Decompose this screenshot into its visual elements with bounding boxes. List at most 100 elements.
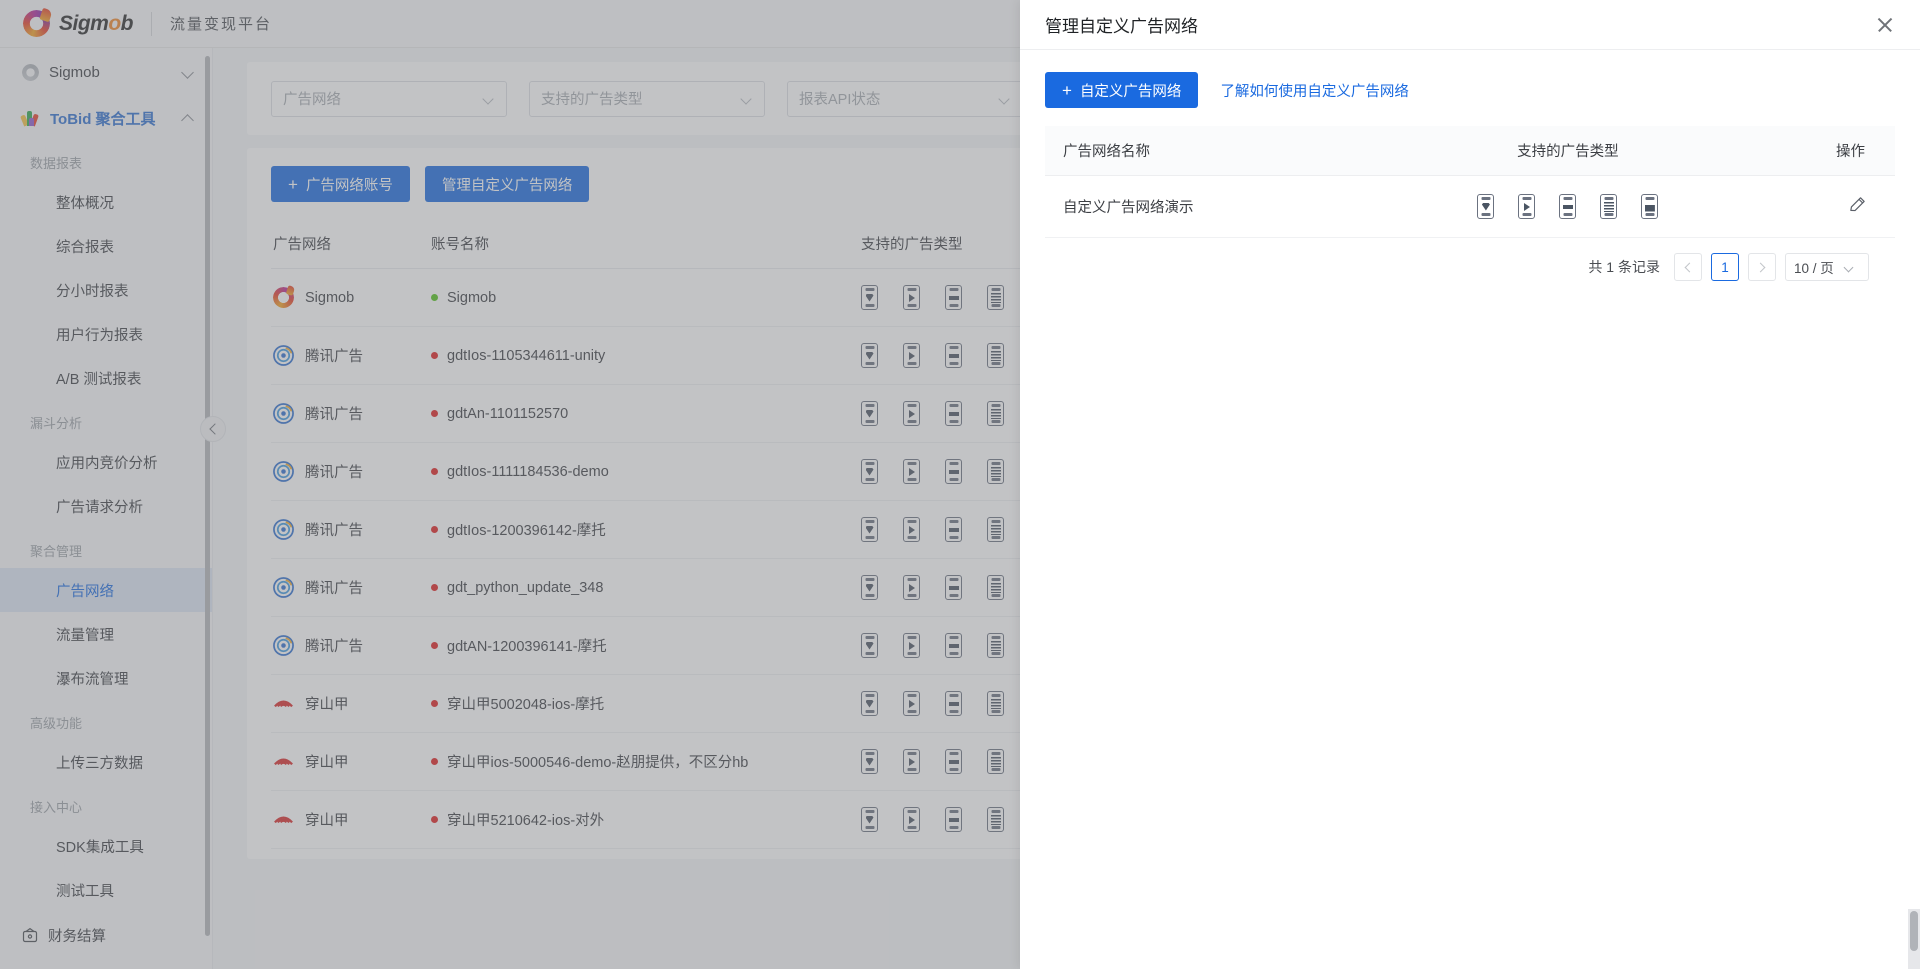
sidebar-item-test-tool[interactable]: 测试工具 bbox=[56, 883, 114, 900]
status-dot bbox=[431, 700, 438, 707]
cell-network: 腾讯广告 bbox=[271, 616, 431, 675]
account-name: gdtAN-1200396141-摩托 bbox=[447, 639, 607, 655]
cell-account: gdtIos-1105344611-unity bbox=[431, 326, 861, 385]
pagination-next-button[interactable] bbox=[1748, 253, 1776, 281]
ad-type-native-icon bbox=[987, 459, 1004, 484]
platform-subtitle: 流量变现平台 bbox=[170, 16, 273, 33]
sidebar-item-ad-request-analysis[interactable]: 广告请求分析 bbox=[56, 499, 143, 516]
sidebar-account-label: Sigmob bbox=[49, 63, 100, 81]
ad-type-banner-icon bbox=[945, 633, 962, 658]
pagination-page-size-select[interactable]: 10 / 页 bbox=[1785, 253, 1869, 281]
cell-network: 腾讯广告 bbox=[271, 500, 431, 559]
column-header-network: 广告网络 bbox=[271, 219, 431, 269]
pagination-page-1[interactable]: 1 bbox=[1711, 253, 1739, 281]
account-name: gdtIos-1200396142-摩托 bbox=[447, 523, 606, 539]
ad-type-full-icon bbox=[861, 749, 878, 774]
network-name: 腾讯广告 bbox=[305, 639, 363, 655]
ad-type-video-icon bbox=[903, 691, 920, 716]
sidebar-item-finance-settlement[interactable]: 财务结算 bbox=[0, 912, 212, 958]
sidebar-account-switcher[interactable]: Sigmob bbox=[0, 48, 212, 96]
cell-account: gdt_python_update_348 bbox=[431, 558, 861, 617]
sidebar-group-title: 高级功能 bbox=[30, 716, 83, 731]
chevron-down-icon bbox=[741, 93, 753, 105]
ad-type-full-icon bbox=[861, 517, 878, 542]
ad-type-full-icon bbox=[861, 285, 878, 310]
sidebar-collapse-button[interactable] bbox=[200, 416, 226, 442]
cell-network: Sigmob bbox=[271, 268, 431, 327]
cell-account: gdtAN-1200396141-摩托 bbox=[431, 616, 861, 675]
sidebar-scroll-area: Sigmob ToBid 聚合工具 数据报表 整体概况 综合报表 分小时报表 用… bbox=[0, 48, 212, 969]
modal-table-body: 自定义广告网络演示 bbox=[1045, 175, 1895, 238]
sidebar-item-ab-test-report[interactable]: A/B 测试报表 bbox=[56, 371, 142, 388]
account-name: gdtAn-1101152570 bbox=[447, 405, 569, 422]
sidebar-group-title: 数据报表 bbox=[30, 156, 83, 171]
tencent-ads-logo-icon bbox=[273, 345, 294, 366]
sidebar-item-comprehensive-report[interactable]: 综合报表 bbox=[56, 239, 114, 256]
ad-type-full-icon bbox=[1477, 194, 1495, 219]
modal-table-row[interactable]: 自定义广告网络演示 bbox=[1045, 175, 1895, 238]
ad-type-video-icon bbox=[903, 285, 920, 310]
sidebar-item-overview[interactable]: 整体概况 bbox=[56, 195, 114, 212]
pagination-prev-button[interactable] bbox=[1674, 253, 1702, 281]
network-name: 腾讯广告 bbox=[305, 581, 363, 597]
sidebar-item-sdk-integration-tool[interactable]: SDK集成工具 bbox=[56, 839, 144, 856]
sidebar-group-title: 接入中心 bbox=[30, 800, 83, 815]
ad-type-splash-icon bbox=[1641, 194, 1659, 219]
network-name: 穿山甲 bbox=[305, 813, 349, 829]
ad-type-banner-icon bbox=[945, 691, 962, 716]
ad-type-video-icon bbox=[903, 343, 920, 368]
tencent-ads-logo-icon bbox=[273, 461, 294, 482]
manage-custom-ad-network-label: 管理自定义广告网络 bbox=[441, 177, 573, 194]
ad-type-native-icon bbox=[987, 401, 1004, 426]
sidebar-item-user-behavior-report[interactable]: 用户行为报表 bbox=[56, 327, 143, 344]
tencent-ads-logo-icon bbox=[273, 403, 294, 424]
status-dot bbox=[431, 642, 438, 649]
manage-custom-ad-network-button[interactable]: 管理自定义广告网络 bbox=[424, 166, 590, 202]
sidebar-item-traffic-management[interactable]: 流量管理 bbox=[56, 627, 114, 644]
network-name: 腾讯广告 bbox=[305, 407, 363, 423]
filter-ad-network-select[interactable]: 广告网络 bbox=[271, 80, 507, 117]
sidebar-scrollbar-thumb[interactable] bbox=[205, 56, 210, 936]
status-dot bbox=[431, 758, 438, 765]
cell-account: 穿山甲5002048-ios-摩托 bbox=[431, 674, 861, 733]
status-dot bbox=[431, 468, 438, 475]
close-icon[interactable] bbox=[1874, 14, 1896, 36]
ad-type-full-icon bbox=[861, 575, 878, 600]
sidebar-item-waterfall-management[interactable]: 瀑布流管理 bbox=[56, 671, 129, 688]
ad-type-full-icon bbox=[861, 633, 878, 658]
account-name: gdt_python_update_348 bbox=[447, 579, 604, 596]
sidebar-item-hourly-report[interactable]: 分小时报表 bbox=[56, 283, 129, 300]
add-custom-ad-network-label: 自定义广告网络 bbox=[1079, 83, 1182, 100]
status-dot bbox=[431, 816, 438, 823]
add-custom-ad-network-button[interactable]: + 自定义广告网络 bbox=[1045, 72, 1199, 108]
column-header-account: 账号名称 bbox=[431, 219, 861, 269]
chevron-down-icon bbox=[483, 93, 495, 105]
manage-custom-ad-network-modal: 管理自定义广告网络 + 自定义广告网络 了解如何使用自定义广告网络 广告网络名称… bbox=[1020, 0, 1920, 969]
column-header-network-name: 广告网络名称 bbox=[1045, 126, 1370, 176]
ad-type-video-icon bbox=[1518, 194, 1536, 219]
plus-icon: + bbox=[288, 174, 298, 194]
chevron-up-icon bbox=[182, 112, 194, 124]
chuanshanjia-logo-icon bbox=[274, 816, 293, 824]
sidebar-item-ad-network[interactable]: 广告网络 bbox=[0, 568, 212, 612]
filter-report-api-status-select[interactable]: 报表API状态 bbox=[787, 80, 1023, 117]
account-name: 穿山甲5210642-ios-对外 bbox=[447, 813, 605, 829]
cell-account: 穿山甲5210642-ios-对外 bbox=[431, 790, 861, 849]
sidebar-item-in-app-bidding-analysis[interactable]: 应用内竞价分析 bbox=[56, 455, 158, 472]
add-ad-network-account-button[interactable]: + 广告网络账号 bbox=[271, 166, 410, 202]
edit-pencil-icon[interactable] bbox=[1848, 195, 1867, 214]
modal-table-header-row: 广告网络名称 支持的广告类型 操作 bbox=[1045, 126, 1895, 176]
sigmob-mini-logo-icon bbox=[22, 63, 39, 81]
ad-type-native-icon bbox=[987, 807, 1004, 832]
ad-type-video-icon bbox=[903, 807, 920, 832]
cell-network: 穿山甲 bbox=[271, 674, 431, 733]
sidebar-tobid-section[interactable]: ToBid 聚合工具 bbox=[0, 96, 212, 140]
filter-ad-type-select[interactable]: 支持的广告类型 bbox=[529, 80, 765, 117]
page-scrollbar[interactable] bbox=[1908, 909, 1920, 969]
brand-wordmark: Sigmob bbox=[59, 11, 134, 35]
pagination-page-size-label: 10 / 页 bbox=[1794, 261, 1834, 276]
help-link[interactable]: 了解如何使用自定义广告网络 bbox=[1220, 83, 1409, 100]
cell-account: gdtAn-1101152570 bbox=[431, 384, 861, 443]
network-name: 腾讯广告 bbox=[305, 465, 363, 481]
sidebar-item-upload-third-party-data[interactable]: 上传三方数据 bbox=[56, 755, 143, 772]
